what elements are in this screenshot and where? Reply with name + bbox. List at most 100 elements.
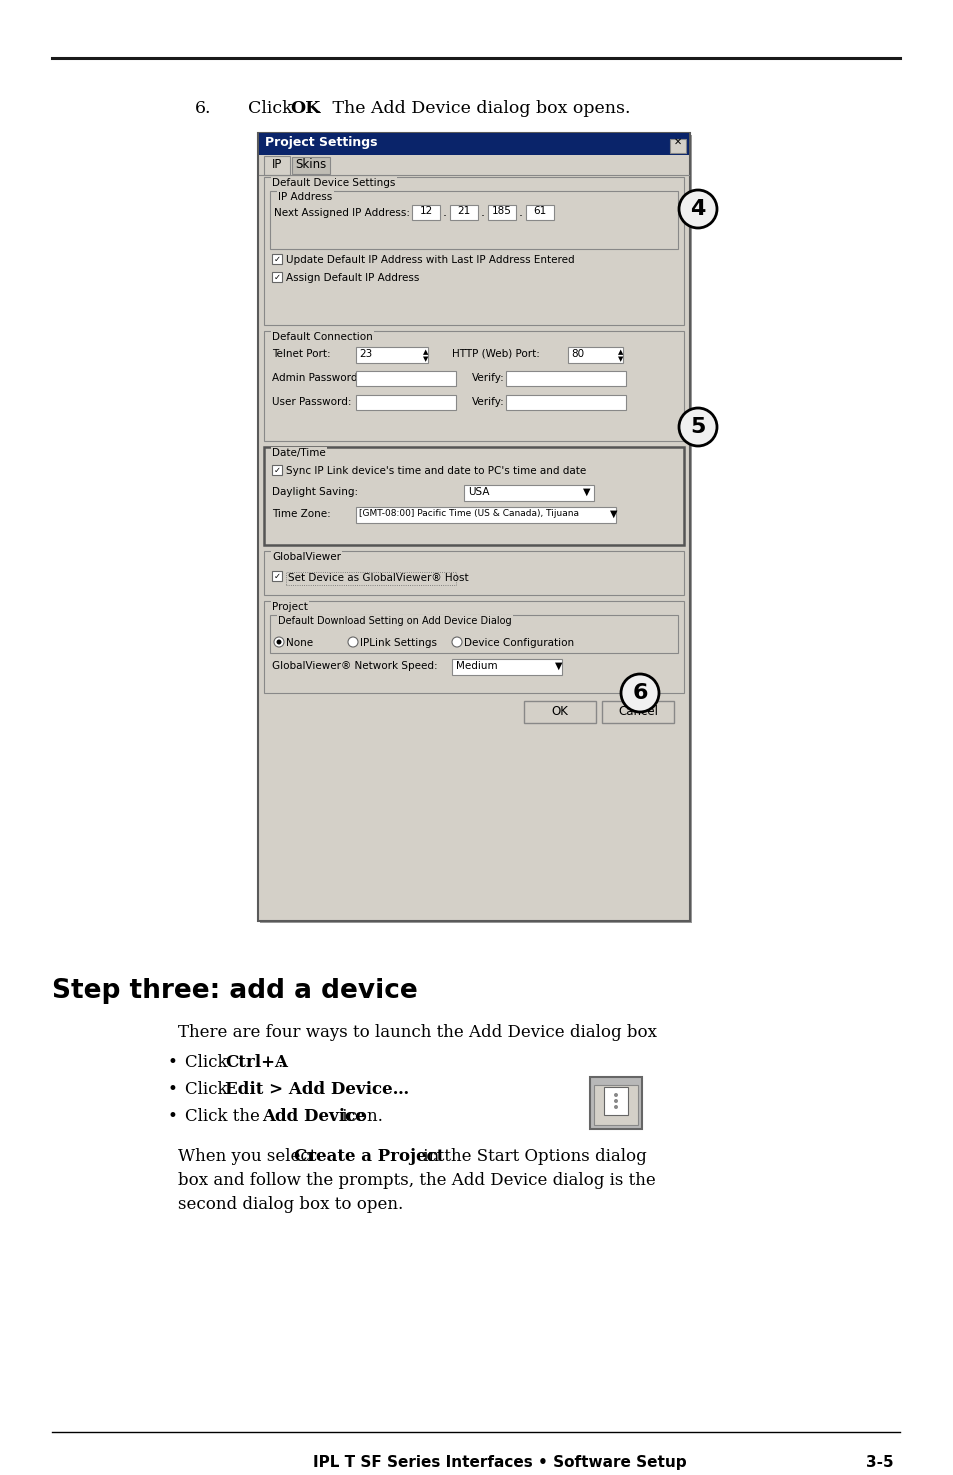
FancyBboxPatch shape	[594, 1086, 638, 1125]
Text: 5: 5	[690, 417, 705, 437]
Circle shape	[274, 637, 284, 648]
FancyBboxPatch shape	[260, 136, 691, 923]
FancyBboxPatch shape	[412, 205, 439, 220]
Circle shape	[276, 640, 281, 645]
Text: Click: Click	[185, 1081, 233, 1097]
Circle shape	[452, 637, 461, 648]
Text: ▲
▼: ▲ ▼	[618, 350, 622, 361]
Text: Project Settings: Project Settings	[265, 136, 377, 149]
Text: IPLink Settings: IPLink Settings	[359, 639, 436, 648]
Text: Time Zone:: Time Zone:	[272, 509, 331, 519]
Text: 12: 12	[419, 207, 432, 215]
Text: .: .	[442, 207, 447, 218]
Text: 61: 61	[533, 207, 546, 215]
FancyBboxPatch shape	[264, 330, 683, 441]
Text: ✓: ✓	[274, 572, 280, 581]
Text: Click: Click	[185, 1055, 233, 1071]
Text: ✕: ✕	[673, 137, 681, 148]
Text: 23: 23	[358, 350, 372, 358]
Text: [GMT-08:00] Pacific Time (US & Canada), Tijuana: [GMT-08:00] Pacific Time (US & Canada), …	[358, 509, 578, 518]
Text: .: .	[276, 1055, 282, 1071]
FancyBboxPatch shape	[488, 205, 516, 220]
Text: None: None	[286, 639, 313, 648]
Text: box and follow the prompts, the Add Device dialog is the: box and follow the prompts, the Add Devi…	[178, 1173, 655, 1189]
FancyBboxPatch shape	[601, 701, 673, 723]
FancyBboxPatch shape	[286, 572, 456, 586]
Text: ✓: ✓	[274, 273, 280, 282]
Text: HTTP (Web) Port:: HTTP (Web) Port:	[452, 350, 539, 358]
Text: 80: 80	[571, 350, 583, 358]
FancyBboxPatch shape	[603, 1087, 627, 1115]
Text: Sync IP Link device's time and date to PC's time and date: Sync IP Link device's time and date to P…	[286, 466, 586, 476]
Text: Edit > Add Device…: Edit > Add Device…	[225, 1081, 409, 1097]
FancyBboxPatch shape	[355, 347, 428, 363]
Text: Default Connection: Default Connection	[272, 332, 373, 342]
Text: Create a Project: Create a Project	[294, 1148, 444, 1165]
Text: 4: 4	[690, 199, 705, 218]
Text: •: •	[168, 1055, 177, 1071]
FancyBboxPatch shape	[264, 552, 683, 594]
Text: GlobalViewer: GlobalViewer	[272, 552, 340, 562]
Circle shape	[620, 674, 659, 712]
Text: .  The Add Device dialog box opens.: . The Add Device dialog box opens.	[315, 100, 630, 117]
Circle shape	[614, 1099, 618, 1103]
Text: 21: 21	[456, 207, 470, 215]
Circle shape	[679, 409, 717, 445]
Text: Verify:: Verify:	[472, 397, 504, 407]
FancyBboxPatch shape	[258, 133, 688, 155]
Text: OK: OK	[290, 100, 320, 117]
Text: OK: OK	[551, 705, 568, 718]
Circle shape	[614, 1093, 618, 1097]
FancyBboxPatch shape	[264, 600, 683, 693]
FancyBboxPatch shape	[272, 465, 282, 475]
Text: Update Default IP Address with Last IP Address Entered: Update Default IP Address with Last IP A…	[286, 255, 574, 266]
Text: .: .	[518, 207, 522, 218]
FancyBboxPatch shape	[264, 177, 683, 324]
Text: ✓: ✓	[274, 466, 280, 475]
FancyBboxPatch shape	[355, 507, 616, 524]
FancyBboxPatch shape	[264, 156, 290, 176]
Text: Assign Default IP Address: Assign Default IP Address	[286, 273, 419, 283]
Text: in the Start Options dialog: in the Start Options dialog	[417, 1148, 646, 1165]
FancyBboxPatch shape	[523, 701, 596, 723]
FancyBboxPatch shape	[669, 139, 685, 153]
FancyBboxPatch shape	[264, 447, 683, 544]
FancyBboxPatch shape	[355, 372, 456, 386]
Text: IP: IP	[272, 158, 282, 171]
Text: Admin Password:: Admin Password:	[272, 373, 361, 384]
Text: second dialog box to open.: second dialog box to open.	[178, 1196, 403, 1212]
FancyBboxPatch shape	[272, 254, 282, 264]
Text: ▼: ▼	[609, 509, 617, 519]
Text: •: •	[168, 1081, 177, 1097]
Text: ▼: ▼	[555, 661, 562, 671]
Text: IPL T SF Series Interfaces • Software Setup: IPL T SF Series Interfaces • Software Se…	[313, 1454, 686, 1471]
Text: IP Address: IP Address	[277, 192, 332, 202]
Text: Skins: Skins	[295, 158, 326, 171]
Text: Default Device Settings: Default Device Settings	[272, 178, 395, 187]
FancyBboxPatch shape	[272, 271, 282, 282]
Text: 185: 185	[492, 207, 512, 215]
Text: Date/Time: Date/Time	[272, 448, 325, 459]
Text: ✓: ✓	[274, 255, 280, 264]
FancyBboxPatch shape	[505, 395, 625, 410]
Text: Add Device: Add Device	[262, 1108, 365, 1125]
Text: •: •	[168, 1108, 177, 1125]
Text: .: .	[480, 207, 484, 218]
FancyBboxPatch shape	[505, 372, 625, 386]
Text: Cancel: Cancel	[618, 705, 658, 718]
Text: Verify:: Verify:	[472, 373, 504, 384]
Text: ▼: ▼	[582, 487, 590, 497]
Text: icon.: icon.	[336, 1108, 382, 1125]
Text: Medium: Medium	[456, 661, 497, 671]
Text: GlobalViewer® Network Speed:: GlobalViewer® Network Speed:	[272, 661, 437, 671]
FancyBboxPatch shape	[270, 190, 678, 249]
Text: Click the: Click the	[185, 1108, 265, 1125]
FancyBboxPatch shape	[567, 347, 622, 363]
FancyBboxPatch shape	[452, 659, 561, 676]
Circle shape	[614, 1105, 618, 1109]
FancyBboxPatch shape	[272, 571, 282, 581]
FancyBboxPatch shape	[292, 156, 330, 174]
Text: Project: Project	[272, 602, 308, 612]
Text: Telnet Port:: Telnet Port:	[272, 350, 331, 358]
Text: User Password:: User Password:	[272, 397, 351, 407]
